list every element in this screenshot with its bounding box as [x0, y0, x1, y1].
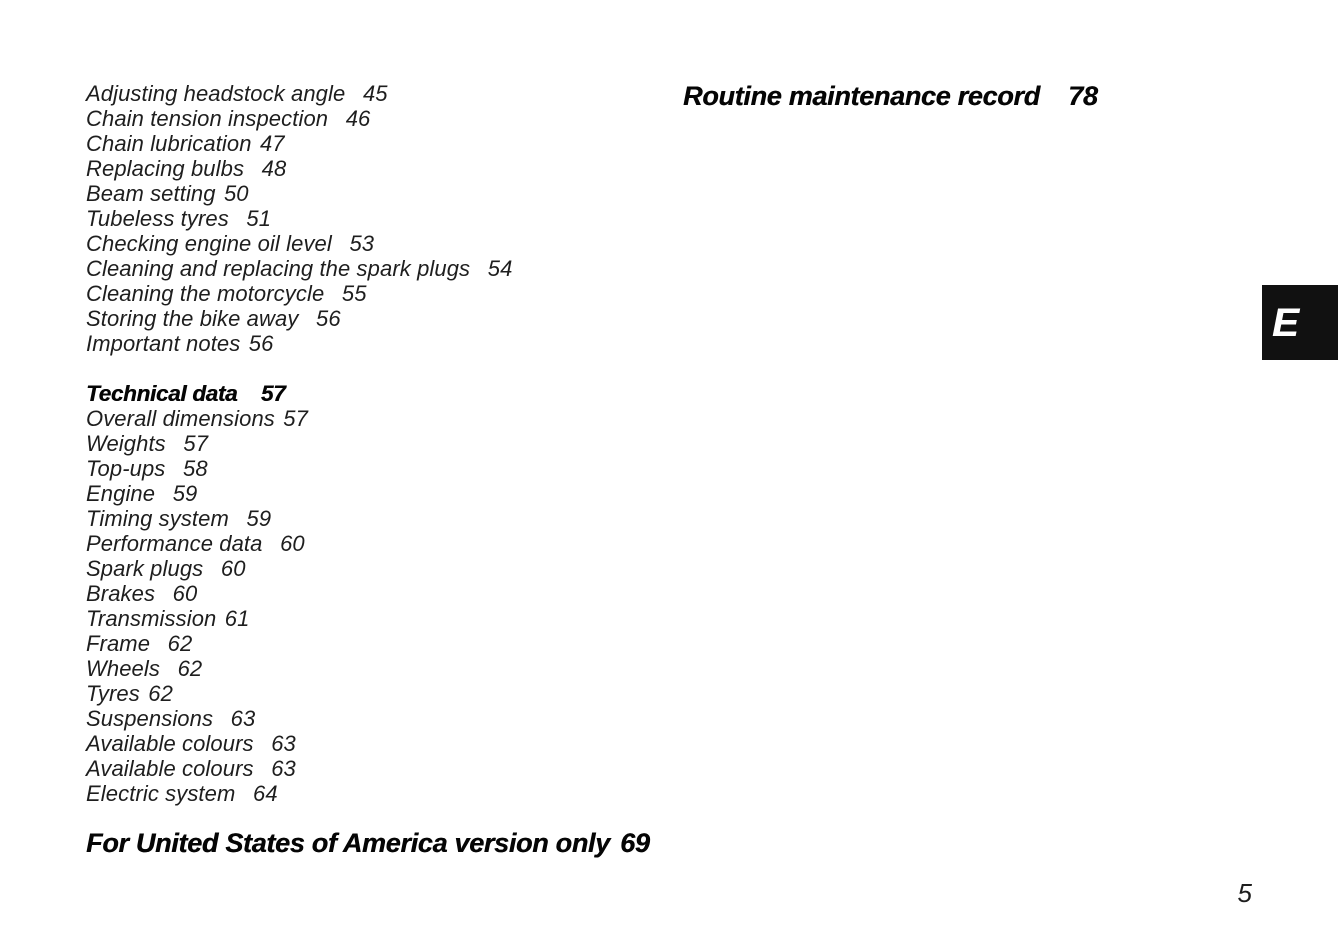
toc-entry-page-number: 62	[148, 681, 173, 706]
toc-entry: Spark plugs 60	[86, 556, 650, 581]
toc-entry: Chain tension inspection 46	[86, 106, 650, 131]
toc-entry-page-number: 48	[261, 156, 287, 181]
toc-entry: Engine 59	[86, 481, 650, 506]
toc-entry-label: Transmission	[86, 606, 217, 631]
toc-section-heading: Technical data 57	[86, 381, 650, 406]
toc-entry-label: Timing system	[86, 506, 229, 531]
toc-entry-page-number: 60	[220, 556, 246, 581]
toc-entry-page-number: 60	[172, 581, 198, 606]
toc-entry-page-number: 50	[223, 181, 249, 206]
toc-entry: Beam setting 50	[86, 181, 650, 206]
toc-entry: Electric system 64	[86, 781, 650, 806]
toc-entry-label: Performance data	[86, 531, 263, 556]
toc-entry-label: Chain lubrication	[86, 131, 252, 156]
toc-heading-page-number: 78	[1068, 81, 1098, 111]
toc-entry-label: Engine	[86, 481, 156, 506]
toc-entry-label: Tyres	[86, 681, 140, 706]
toc-entry: Brakes 60	[86, 581, 650, 606]
toc-entry: Overall dimensions 57	[86, 406, 650, 431]
toc-entry: Tubeless tyres 51	[86, 206, 650, 231]
toc-entry-label: Available colours	[86, 731, 254, 756]
toc-entry-page-number: 58	[182, 456, 208, 481]
toc-entry: Performance data 60	[86, 531, 650, 556]
toc-left-column: Adjusting headstock angle 45 Chain tensio…	[86, 81, 650, 858]
toc-entry-label: Spark plugs	[86, 556, 204, 581]
toc-entry: Tyres 62	[86, 681, 650, 706]
toc-entry: Wheels 62	[86, 656, 650, 681]
toc-entry: Weights 57	[86, 431, 650, 456]
toc-entry-label: Adjusting headstock angle	[86, 81, 346, 106]
toc-entry-label: Brakes	[86, 581, 156, 606]
toc-entry-label: Top-ups	[86, 456, 166, 481]
toc-entry-page-number: 56	[248, 331, 274, 356]
toc-entry-page-number: 63	[271, 731, 296, 756]
toc-entry-page-number: 59	[246, 506, 272, 531]
toc-entry-label: Beam setting	[86, 181, 216, 206]
toc-entry: Important notes 56	[86, 331, 650, 356]
toc-entry-label: Cleaning and replacing the spark plugs	[86, 256, 471, 281]
language-edge-tab: E	[1262, 285, 1338, 360]
toc-entry-page-number: 56	[316, 306, 341, 331]
toc-heading-page-number: 57	[260, 381, 286, 406]
toc-entry-label: Chain tension inspection	[86, 106, 329, 131]
toc-entry-page-number: 64	[253, 781, 278, 806]
toc-entry-page-number: 54	[487, 256, 513, 281]
toc-entry-label: Frame	[86, 631, 151, 656]
toc-section: Adjusting headstock angle 45 Chain tensio…	[86, 81, 650, 356]
toc-heading-label: For United States of America version onl…	[86, 828, 610, 858]
toc-entry-label: Checking engine oil level	[86, 231, 332, 256]
toc-entry: Checking engine oil level 53	[86, 231, 650, 256]
toc-entry: Suspensions 63	[86, 706, 650, 731]
toc-entry-label: Tubeless tyres	[86, 206, 229, 231]
toc-entry-page-number: 61	[224, 606, 250, 631]
toc-entry-page-number: 51	[246, 206, 272, 231]
toc-entry: Available colours 63	[86, 731, 650, 756]
toc-entry-page-number: 57	[283, 406, 308, 431]
toc-entry-label: Wheels	[86, 656, 160, 681]
toc-section: Technical data 57 Overall dimensions 57 We…	[86, 381, 650, 806]
toc-entry: Frame 62	[86, 631, 650, 656]
toc-entry: Cleaning the motorcycle 55	[86, 281, 650, 306]
toc-entry-page-number: 57	[183, 431, 209, 456]
toc-entry-label: Available colours	[86, 756, 254, 781]
language-tab-letter: E	[1272, 300, 1299, 345]
toc-entry: Storing the bike away 56	[86, 306, 650, 331]
toc-entry-page-number: 47	[259, 131, 285, 156]
toc-entry: Available colours 63	[86, 756, 650, 781]
toc-entry: Chain lubrication 47	[86, 131, 650, 156]
toc-entry-page-number: 45	[362, 81, 388, 106]
toc-heading-page-number: 69	[620, 828, 650, 858]
page-number: 5	[1237, 878, 1252, 908]
toc-entry-page-number: 46	[345, 106, 371, 131]
toc-entry: Adjusting headstock angle 45	[86, 81, 650, 106]
toc-entry-label: Cleaning the motorcycle	[86, 281, 325, 306]
toc-entry: Top-ups 58	[86, 456, 650, 481]
toc-entry: Transmission 61	[86, 606, 650, 631]
toc-entry-page-number: 59	[172, 481, 198, 506]
toc-entry-label: Weights	[86, 431, 166, 456]
toc-entry-label: Suspensions	[86, 706, 214, 731]
toc-section-heading: For United States of America version onl…	[86, 828, 650, 858]
toc-heading-label: Routine maintenance record	[683, 81, 1040, 111]
toc-entry-label: Electric system	[86, 781, 236, 806]
toc-heading-label: Technical data	[86, 381, 238, 406]
toc-entry-label: Storing the bike away	[86, 306, 299, 331]
toc-entry-page-number: 63	[271, 756, 296, 781]
toc-entry: Cleaning and replacing the spark plugs 54	[86, 256, 650, 281]
toc-entry-page-number: 55	[341, 281, 367, 306]
toc-section-heading-routine-maintenance-record: Routine maintenance record 78	[683, 81, 1098, 111]
toc-entry: Timing system 59	[86, 506, 650, 531]
toc-section: For United States of America version onl…	[86, 828, 650, 858]
toc-entry-page-number: 63	[230, 706, 256, 731]
toc-right-column: Routine maintenance record 78	[683, 81, 1098, 111]
toc-entry-label: Replacing bulbs	[86, 156, 245, 181]
toc-entry: Replacing bulbs 48	[86, 156, 650, 181]
toc-entry-label: Overall dimensions	[86, 406, 275, 431]
toc-entry-page-number: 62	[177, 656, 203, 681]
toc-entry-page-number: 62	[167, 631, 193, 656]
toc-entry-page-number: 60	[280, 531, 305, 556]
toc-entry-page-number: 53	[349, 231, 375, 256]
toc-entry-label: Important notes	[86, 331, 241, 356]
